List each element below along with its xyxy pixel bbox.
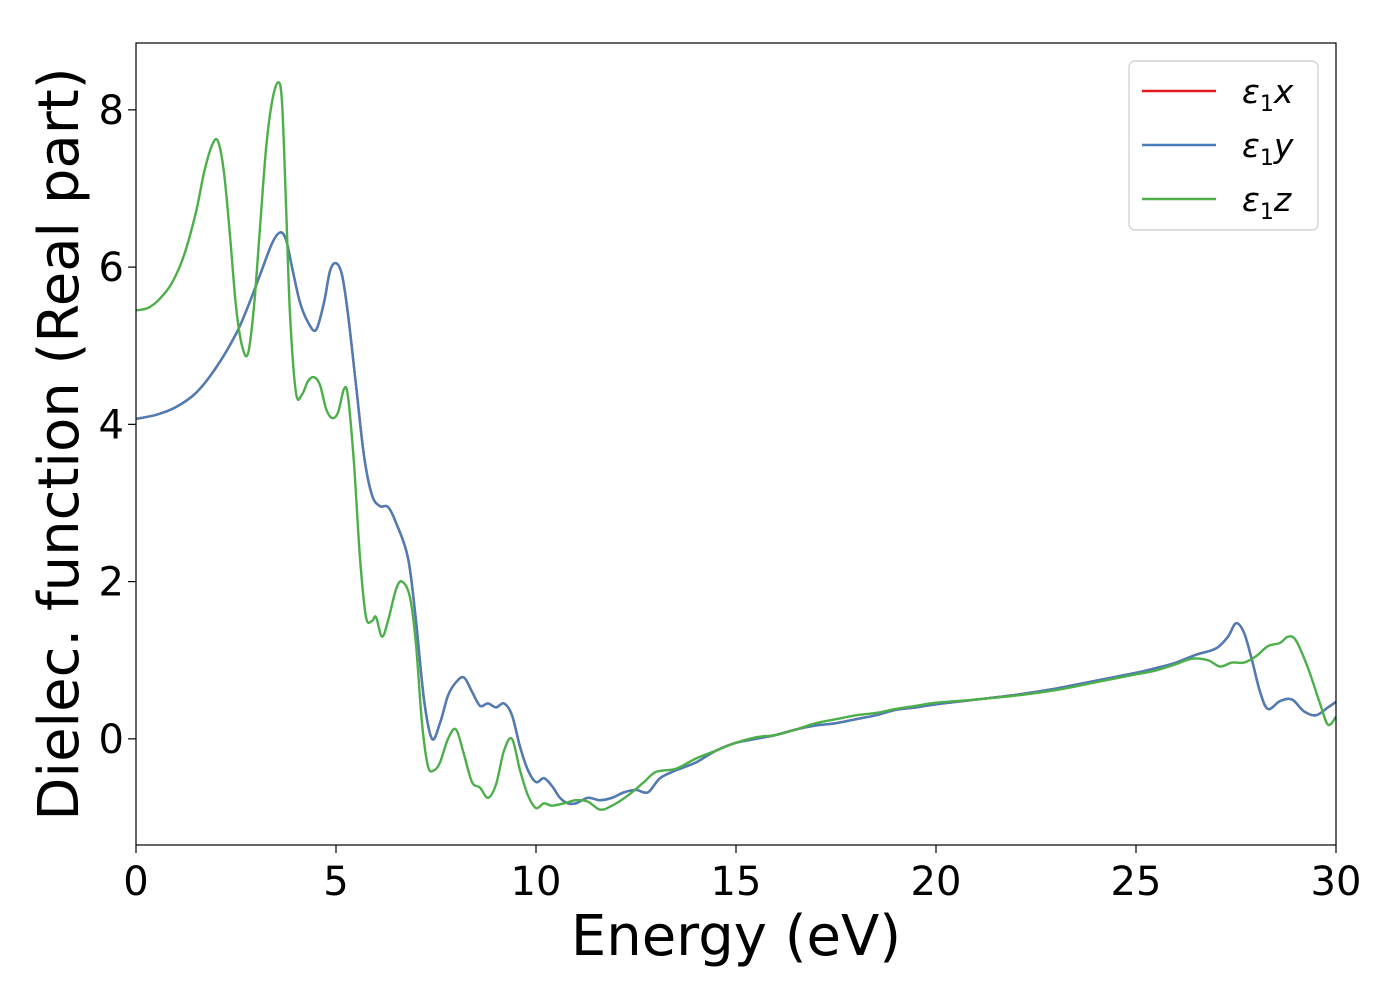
series-line-y	[136, 231, 1336, 806]
x-axis-title: Energy (eV)	[571, 904, 901, 969]
series-line-z	[136, 81, 1336, 811]
y-tick-label: 2	[99, 560, 124, 606]
legend: ε1x ε1y ε1z	[1128, 60, 1319, 231]
y-tick-label: 0	[99, 717, 124, 763]
y-tick-label: 8	[99, 88, 124, 134]
y-axis-title: Dielec. function (Real part)	[27, 67, 92, 820]
x-tick-label: 30	[1311, 859, 1362, 905]
y-tick-label: 6	[99, 245, 124, 291]
x-tick-label: 10	[511, 859, 562, 905]
legend-label-z: ε1z	[1242, 180, 1292, 225]
y-tick-label: 4	[99, 402, 124, 448]
x-tick-label: 15	[711, 859, 762, 905]
x-tick-label: 5	[323, 859, 348, 905]
x-axis: 0 5 10 15 20 25 30	[123, 845, 1361, 905]
legend-box	[1128, 60, 1319, 231]
legend-label-y: ε1y	[1242, 126, 1294, 171]
x-tick-label: 20	[911, 859, 962, 905]
y-axis: 0 2 4 6 8	[99, 88, 136, 763]
plot-area	[136, 81, 1336, 811]
x-tick-label: 25	[1111, 859, 1162, 905]
legend-label-x: ε1x	[1242, 72, 1294, 117]
x-tick-label: 0	[123, 859, 148, 905]
